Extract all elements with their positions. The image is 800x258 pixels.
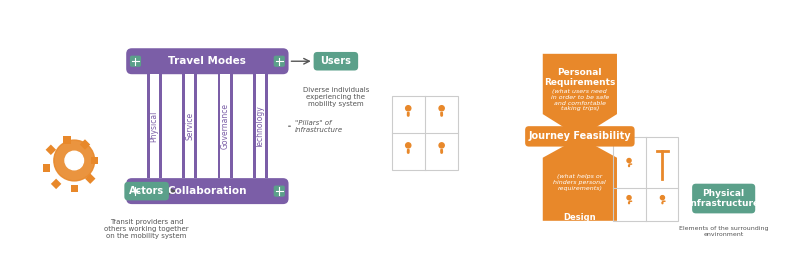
FancyBboxPatch shape [274,186,285,197]
FancyBboxPatch shape [124,182,169,200]
Text: Collaboration: Collaboration [168,186,247,196]
Text: Users: Users [321,56,351,66]
Circle shape [406,106,411,111]
Circle shape [439,143,444,148]
FancyBboxPatch shape [274,56,285,67]
Circle shape [439,106,444,111]
Bar [146,74,162,178]
Circle shape [661,196,665,200]
Text: Elements of the surrounding
environment: Elements of the surrounding environment [679,226,769,237]
Polygon shape [542,54,617,137]
Text: Service: Service [185,112,194,140]
FancyBboxPatch shape [126,48,289,74]
FancyBboxPatch shape [692,184,755,213]
FancyBboxPatch shape [525,126,634,147]
Text: Journey Feasibility: Journey Feasibility [529,131,631,141]
Bar [63,136,70,144]
Bar [80,139,90,150]
Text: Travel Modes: Travel Modes [169,56,246,66]
Bar [150,74,159,178]
Polygon shape [542,137,617,221]
Circle shape [54,140,94,181]
Bar [221,74,230,178]
Text: Transit providers and
others working together
on the mobility system: Transit providers and others working tog… [104,219,189,239]
Text: Physical: Physical [150,110,158,142]
Bar [51,179,62,189]
Text: Design
of the
Surrounding
Environment: Design of the Surrounding Environment [550,213,610,254]
Bar [46,144,56,155]
Circle shape [627,158,631,163]
Bar [91,157,98,164]
Text: "Pillars" of
infrastructure: "Pillars" of infrastructure [295,120,343,133]
FancyBboxPatch shape [130,186,141,197]
Bar [391,95,458,170]
Text: Technology: Technology [256,105,265,148]
FancyBboxPatch shape [130,56,141,67]
Bar [85,173,95,184]
Text: Personal
Requirements: Personal Requirements [544,68,615,87]
Text: (what users need
in order to be safe
and comfortable
taking trips): (what users need in order to be safe and… [550,89,609,111]
Bar [253,74,268,178]
Bar [70,185,78,192]
Circle shape [65,151,83,170]
Text: Governance: Governance [221,103,230,149]
Bar [185,74,194,178]
Circle shape [406,143,411,148]
Text: Diverse individuals
experiencing the
mobility system: Diverse individuals experiencing the mob… [302,87,369,107]
Bar [614,137,678,221]
Bar [218,74,233,178]
FancyBboxPatch shape [314,52,358,70]
Bar [42,164,50,172]
FancyBboxPatch shape [126,178,289,204]
Bar [182,74,197,178]
Text: (what helps or
hinders personal
requirements): (what helps or hinders personal requirem… [554,174,606,191]
Bar [256,74,265,178]
Text: Physical
Infrastructure: Physical Infrastructure [688,189,760,208]
Circle shape [71,153,78,159]
Circle shape [627,196,631,200]
Text: Actors: Actors [129,186,164,196]
